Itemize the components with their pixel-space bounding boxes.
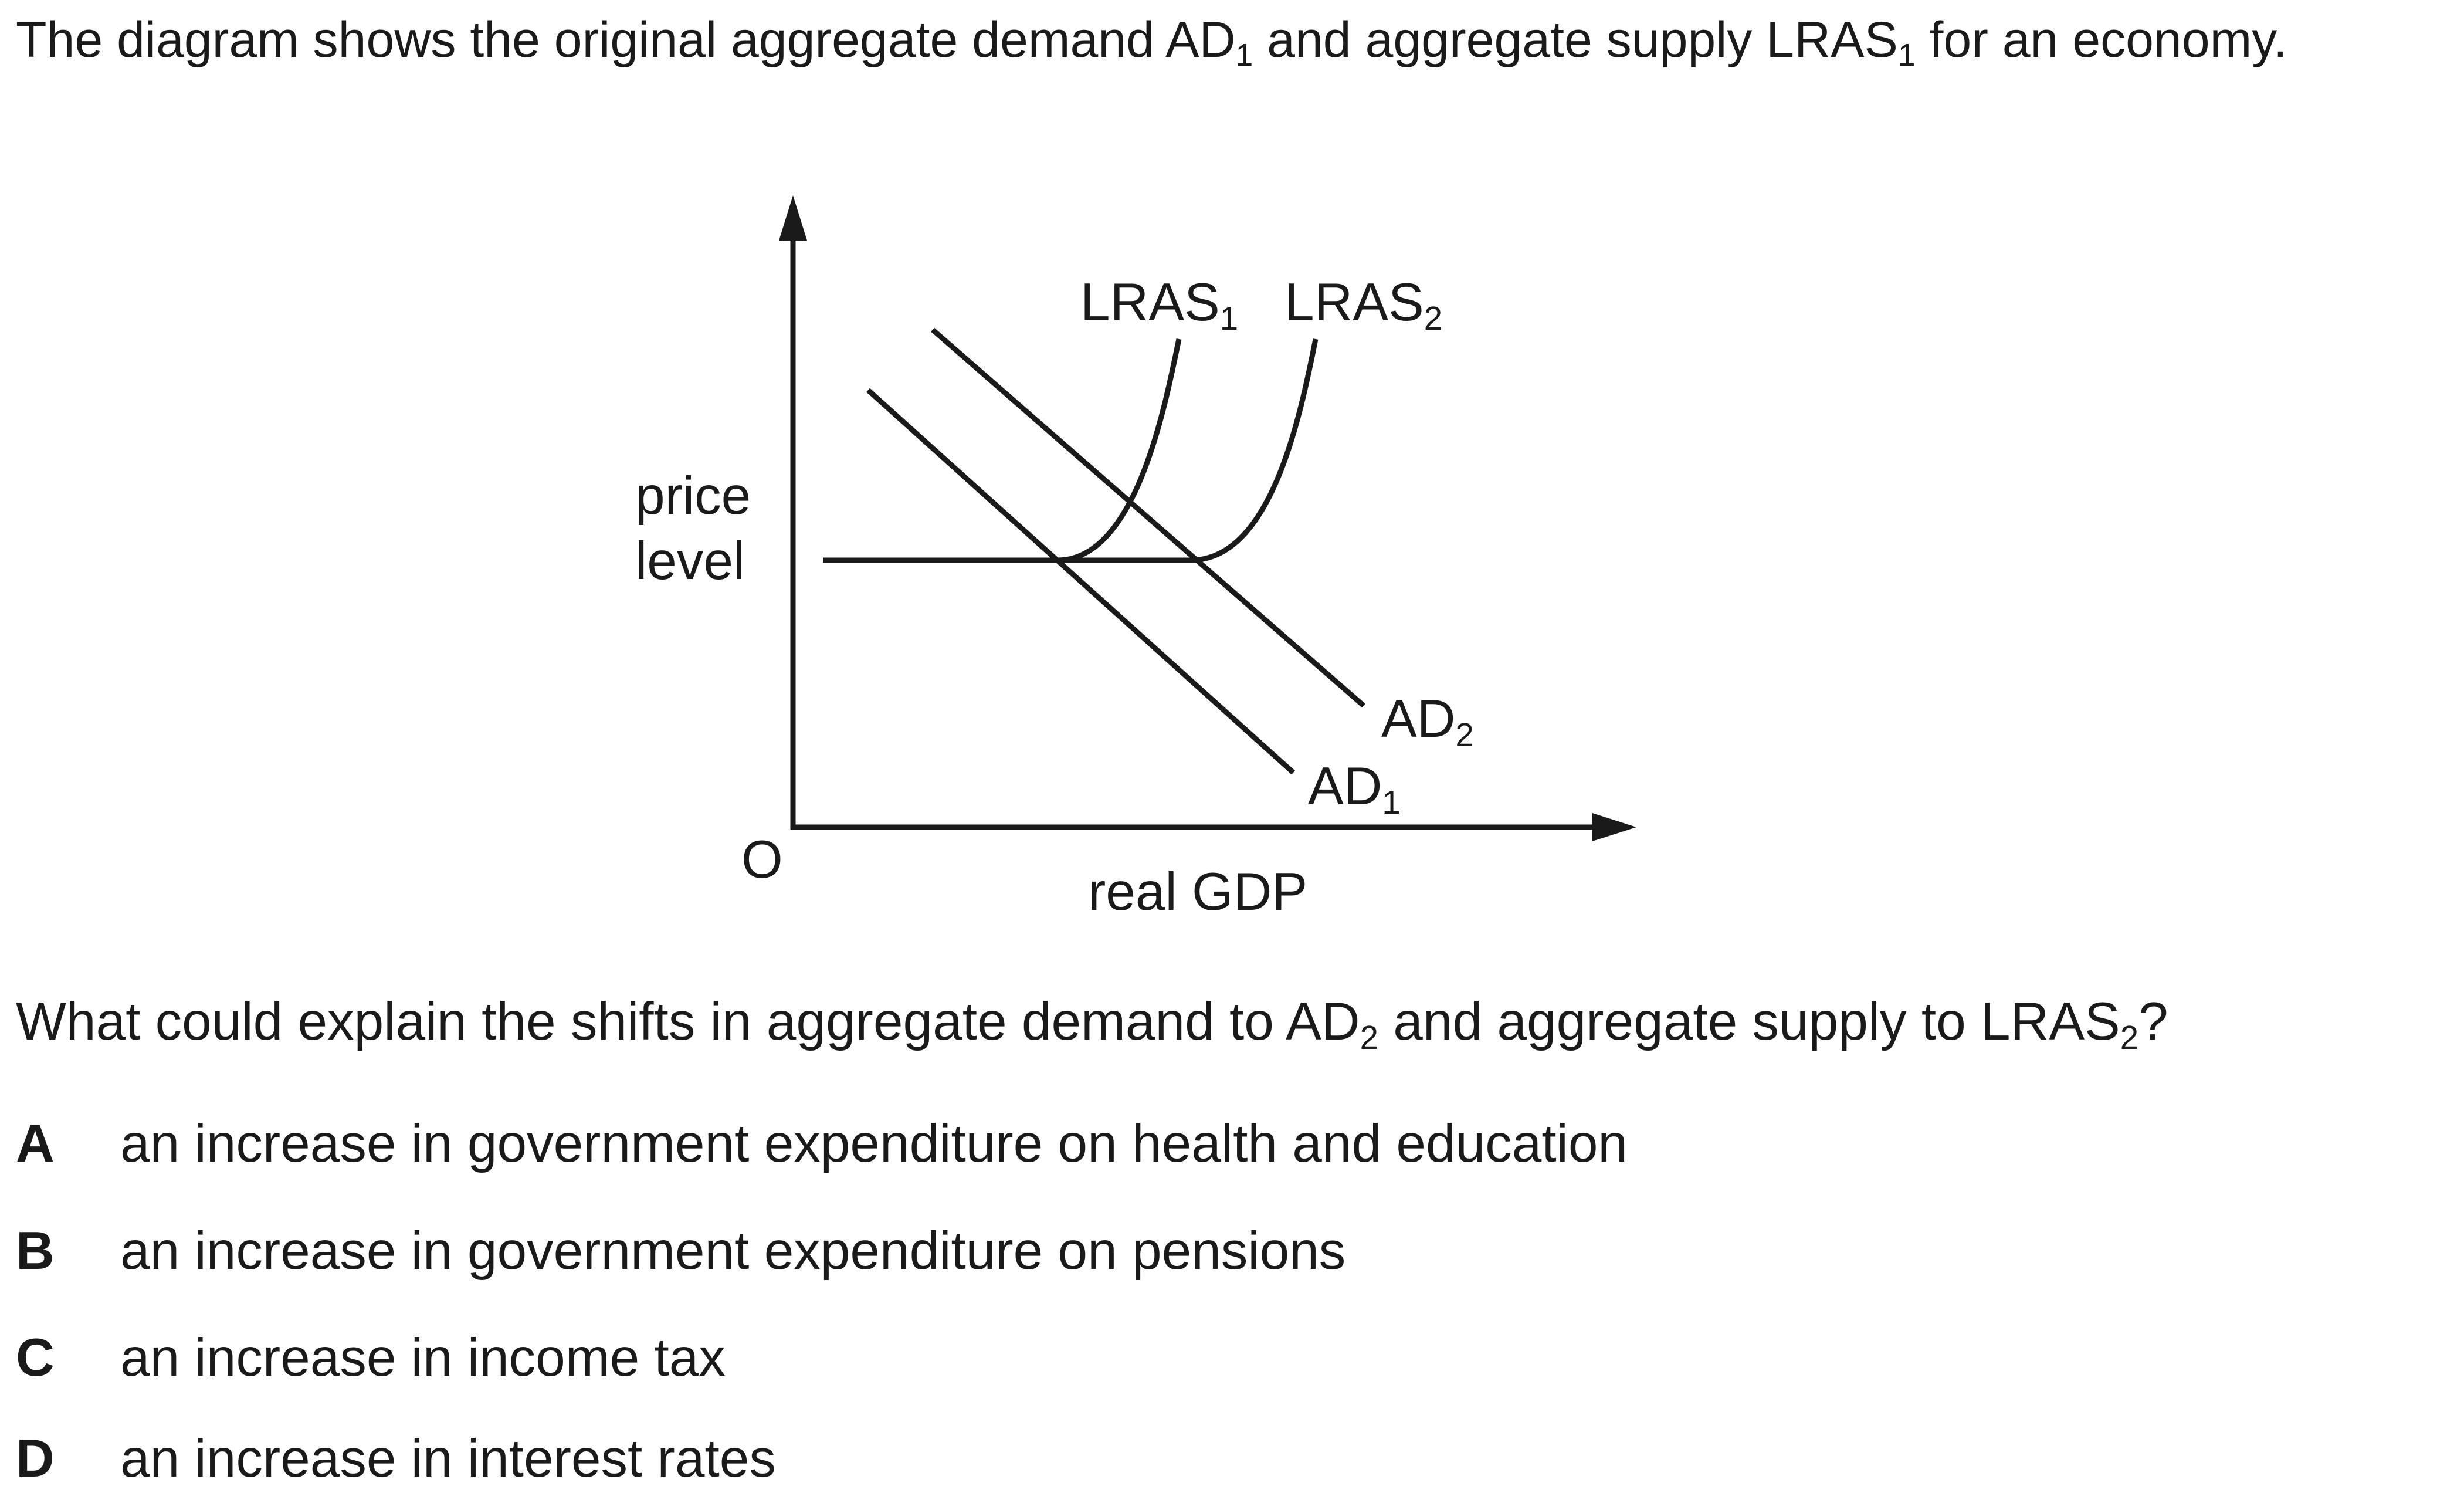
question-text: What could explain the shifts in aggrega… xyxy=(16,991,2168,1056)
lras2-label: LRAS2 xyxy=(1284,273,1442,335)
x-axis-label: real GDP xyxy=(1088,862,1308,922)
option-letter: A xyxy=(16,1114,55,1173)
option-letter: D xyxy=(16,1429,55,1488)
intro-text-part: The diagram shows the original aggregate… xyxy=(16,12,1166,68)
option-text: an increase in government expenditure on… xyxy=(120,1114,1628,1173)
option-letter: C xyxy=(16,1328,55,1387)
lras1-curve xyxy=(1057,338,1182,563)
option-text: an increase in interest rates xyxy=(120,1429,776,1488)
origin-label: O xyxy=(741,830,783,889)
ad1-label-text: AD xyxy=(1308,757,1382,816)
question-lras-label: LRAS xyxy=(1981,992,2120,1051)
intro-lras-label: LRAS xyxy=(1766,12,1898,68)
ad1-label: AD1 xyxy=(1308,757,1401,819)
x-axis-arrowhead xyxy=(1592,813,1636,841)
question-lras-subscript: 2 xyxy=(2120,1018,2139,1056)
ad2-label: AD2 xyxy=(1381,689,1474,751)
ad1-label-subscript: 1 xyxy=(1382,783,1401,821)
intro-ad-subscript: 1 xyxy=(1235,38,1253,73)
y-axis-arrowhead xyxy=(779,195,807,241)
intro-lras-subscript: 1 xyxy=(1897,38,1916,73)
option-text: an increase in income tax xyxy=(120,1328,726,1387)
ad1-curve xyxy=(866,388,1296,775)
ad2-label-subscript: 2 xyxy=(1455,716,1474,753)
lras2-curve xyxy=(1190,338,1319,563)
intro-text-part: for an economy. xyxy=(1915,12,2287,68)
lras2-label-subscript: 2 xyxy=(1424,299,1443,337)
question-text-part: ? xyxy=(2138,992,2168,1051)
question-text-part: What could explain the shifts in aggrega… xyxy=(16,992,1286,1051)
y-axis-label: price level xyxy=(635,463,751,594)
intro-text-part: and aggregate supply xyxy=(1253,12,1767,68)
lras2-label-text: LRAS xyxy=(1284,273,1424,332)
lras1-label-text: LRAS xyxy=(1080,273,1220,332)
option-text: an increase in government expenditure on… xyxy=(120,1221,1346,1281)
lras1-label: LRAS1 xyxy=(1080,273,1238,335)
option-letter: B xyxy=(16,1221,55,1281)
question-ad-subscript: 2 xyxy=(1360,1018,1378,1056)
intro-text: The diagram shows the original aggregate… xyxy=(16,7,2356,73)
intro-ad-label: AD xyxy=(1165,12,1236,68)
ad2-curve xyxy=(931,327,1365,708)
question-ad-label: AD xyxy=(1286,992,1360,1051)
question-text-part: and aggregate supply to xyxy=(1378,992,1981,1051)
y-axis-label-line2: level xyxy=(635,531,745,591)
lras1-label-subscript: 1 xyxy=(1219,299,1239,337)
y-axis-label-line1: price xyxy=(635,466,751,526)
ad2-label-text: AD xyxy=(1381,689,1456,749)
